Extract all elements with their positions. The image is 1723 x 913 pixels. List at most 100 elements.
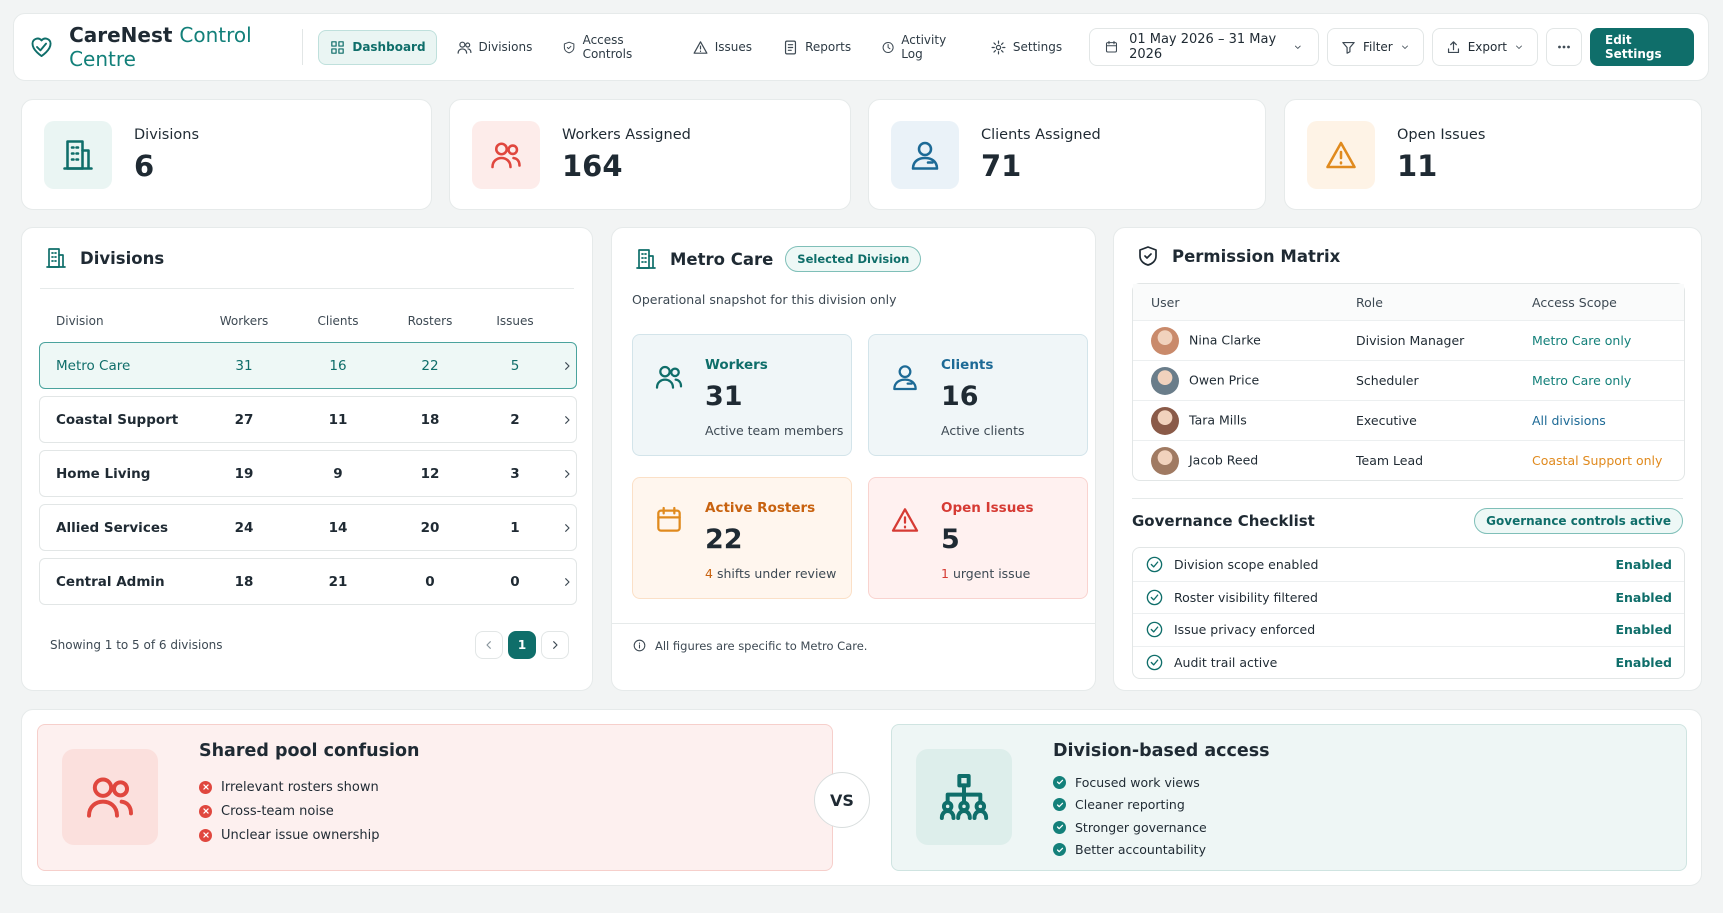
stat-card: Clients Assigned 71: [868, 99, 1266, 210]
metric-note: Active clients: [941, 423, 1024, 438]
next-page[interactable]: [541, 631, 569, 659]
icon: [491, 141, 521, 168]
note-count: 4: [705, 566, 713, 581]
cell-number: 11: [328, 411, 348, 428]
brand-accent: Control Centre: [69, 23, 252, 71]
stat-card: Divisions 6: [21, 99, 432, 210]
more-button[interactable]: [1546, 28, 1582, 66]
role: Team Lead: [1356, 453, 1424, 468]
date-label: 01 May 2026 – 31 May 2026: [1129, 32, 1277, 62]
user-name: Tara Mills: [1189, 412, 1247, 427]
title-text: Permission Matrix: [1172, 246, 1341, 266]
icon: [1342, 41, 1355, 54]
stat-icon: [44, 120, 112, 189]
nav-item[interactable]: Activity Log: [870, 24, 971, 70]
stat-text: Workers Assigned 164: [562, 127, 691, 183]
column-header: Division: [56, 314, 104, 328]
cell-number: 31: [235, 357, 253, 374]
stat-value: 11: [1397, 148, 1438, 183]
box-title: Division-based access: [1053, 741, 1270, 761]
item-label: Roster visibility filtered: [1174, 589, 1318, 605]
item-text: Focused work views: [1075, 774, 1200, 790]
cell-number: 20: [420, 519, 440, 536]
role: Scheduler: [1356, 373, 1419, 388]
division-row[interactable]: Central Admin 18 21 0 0: [39, 558, 577, 605]
icon: [564, 41, 575, 53]
checklist-item: Roster visibility filtered Enabled: [1133, 580, 1684, 614]
edit-settings-button[interactable]: Edit Settings: [1590, 28, 1694, 66]
cell-number: 1: [510, 519, 520, 536]
stat-text: Open Issues 11: [1397, 127, 1485, 183]
stat-icon: [891, 120, 959, 189]
page-number[interactable]: 1: [508, 631, 536, 659]
prev-page[interactable]: [475, 631, 503, 659]
panel-title: Permission Matrix: [1136, 244, 1340, 268]
icon: [1056, 802, 1063, 808]
icon: [565, 577, 570, 586]
column-header: Clients: [317, 314, 359, 328]
user-cell: Tara Mills: [1151, 406, 1356, 435]
vs-badge: VS: [814, 772, 870, 828]
nav-item[interactable]: Divisions: [445, 30, 544, 65]
checklist-badge: Governance controls active: [1474, 508, 1683, 534]
cell-number: 14: [328, 519, 348, 536]
cell-name: Allied Services: [56, 519, 169, 536]
nav-label: Divisions: [478, 40, 533, 54]
icon: [991, 40, 1006, 54]
cell-number: 18: [234, 573, 254, 590]
cell-number: 27: [234, 411, 254, 428]
bullet: [199, 780, 212, 794]
metric-value: 16: [941, 381, 979, 412]
metric-label: Active Rosters: [705, 500, 816, 516]
nav-item[interactable]: Access Controls: [551, 24, 672, 70]
icon: [202, 808, 209, 814]
stat-text: Clients Assigned 71: [981, 127, 1101, 183]
icon: [893, 365, 917, 391]
title-text: Metro Care: [670, 249, 774, 269]
user-cell: Jacob Reed: [1151, 446, 1356, 475]
avatar: [1151, 406, 1179, 435]
access-scope: Coastal Support only: [1532, 453, 1663, 468]
nav-label: Issues: [714, 40, 753, 54]
date-range[interactable]: 01 May 2026 – 31 May 2026: [1089, 28, 1319, 66]
icon: [565, 469, 570, 478]
icon: [553, 641, 558, 649]
icon: [1056, 824, 1063, 830]
checklist-item: Issue privacy enforced Enabled: [1133, 613, 1684, 646]
bullet: [1053, 775, 1066, 789]
checklist: Division scope enabled Enabled Roster visi…: [1132, 547, 1685, 679]
item-status: Enabled: [1615, 622, 1672, 638]
cell-name: Coastal Support: [56, 411, 179, 428]
filter-button[interactable]: Filter: [1327, 28, 1424, 66]
division-row[interactable]: Home Living 19 9 12 3: [39, 450, 577, 497]
nav-item[interactable]: Settings: [979, 30, 1073, 65]
list-item: Stronger governance: [1053, 816, 1207, 839]
column-header: Access Scope: [1532, 294, 1617, 310]
metric-value: 5: [941, 524, 960, 555]
permission-row[interactable]: Jacob Reed Team Lead Coastal Support only: [1133, 440, 1684, 480]
division-row[interactable]: Allied Services 24 14 20 1: [39, 504, 577, 551]
icon: [655, 365, 683, 389]
permission-row[interactable]: Nina Clarke Division Manager Metro Care on…: [1133, 320, 1684, 360]
icon: [63, 139, 93, 170]
permission-row[interactable]: Tara Mills Executive All divisions: [1133, 400, 1684, 440]
icon: [1056, 779, 1063, 785]
permission-row[interactable]: Owen Price Scheduler Metro Care only: [1133, 360, 1684, 400]
nav-item[interactable]: Reports: [771, 30, 862, 65]
nav-item[interactable]: Issues: [681, 30, 763, 65]
metric-label: Workers: [705, 357, 768, 373]
division-row[interactable]: Metro Care 31 16 22 5: [39, 342, 577, 389]
item-text: Stronger governance: [1075, 819, 1207, 835]
avatar: [1151, 326, 1179, 355]
icon: [891, 508, 919, 532]
right-box: Division-based access Focused work views C…: [891, 724, 1687, 871]
export-button[interactable]: Export: [1431, 28, 1538, 66]
nav-item[interactable]: Dashboard: [318, 29, 437, 65]
division-row[interactable]: Coastal Support 27 11 18 2: [39, 396, 577, 443]
avatar: [1151, 366, 1179, 395]
column-header: Workers: [219, 314, 269, 328]
divisions-panel: Divisions Division Workers Clients Rosters Is…: [21, 227, 593, 691]
cell-number: 18: [420, 411, 440, 428]
bullet: [1053, 820, 1066, 834]
note-text: Active clients: [941, 423, 1025, 438]
